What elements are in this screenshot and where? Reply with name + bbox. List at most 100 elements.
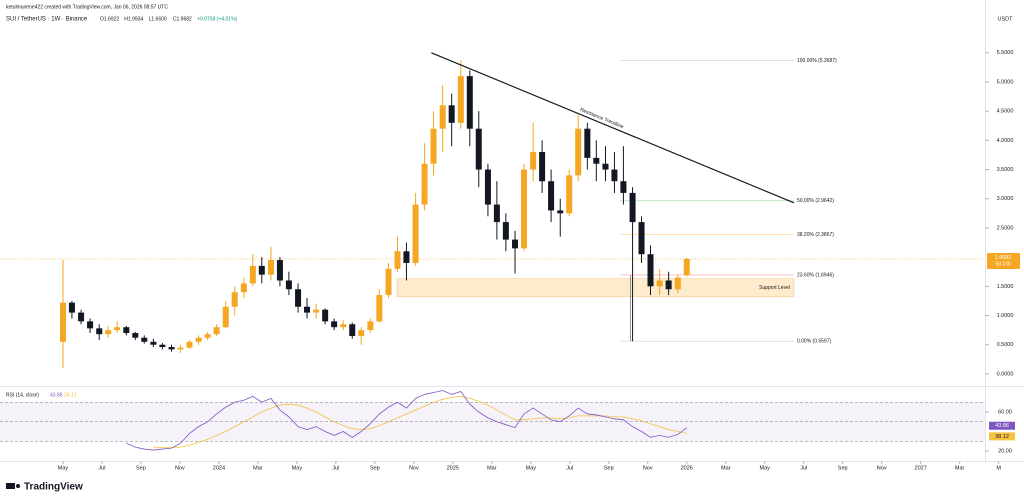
candle-body — [593, 157, 600, 164]
credit: ketulmunene422 created with TradingView.… — [6, 4, 168, 10]
x-tick-label: Nov — [175, 465, 185, 471]
candle-body — [566, 175, 573, 214]
candle-body — [222, 306, 229, 328]
y-tick-label: 4.0000 — [997, 138, 1014, 144]
rsi-tag — [989, 421, 1015, 430]
candle-body — [322, 309, 329, 322]
candle-body — [295, 289, 302, 307]
candle-body — [656, 280, 663, 287]
x-tick-label: Mar — [253, 465, 263, 471]
candle-body — [285, 280, 292, 290]
rsi-ma-line — [153, 395, 687, 449]
candle-body — [403, 251, 410, 263]
resistance-label: Resistance Trendline — [579, 107, 625, 130]
y-tick-label: 0.0000 — [997, 371, 1014, 377]
logo-text: TradingView — [24, 482, 83, 493]
candle-body — [484, 169, 491, 205]
candle-body — [412, 204, 419, 263]
price-pane: Support Level 100.00% (5.3687) 50.00% (2.9… — [0, 52, 985, 369]
candle-body — [602, 163, 609, 170]
candle-body — [213, 327, 220, 335]
rsi-legend-value: 43.86 — [50, 392, 63, 398]
x-tick-label: Mar — [721, 465, 731, 471]
fib-label: 100.00% (5.3687) — [797, 58, 837, 64]
candle-body — [258, 265, 265, 275]
candle-body — [548, 181, 555, 211]
candle-body — [629, 192, 636, 223]
rsi-pane — [0, 390, 985, 451]
ohlc-value: O1.6922 — [100, 16, 119, 22]
candle-body — [584, 128, 591, 158]
candle-body — [177, 347, 184, 350]
candle-body — [59, 302, 66, 342]
y-tick-label: 2.5000 — [997, 225, 1014, 231]
candle-body — [575, 128, 582, 176]
price-tag-countdown: 5d 10h — [995, 261, 1011, 267]
candle-body — [349, 324, 356, 336]
candle-body — [611, 169, 618, 182]
candle-body — [249, 265, 256, 284]
candle-body — [530, 152, 537, 170]
ohlc-value: C1.9682 — [173, 16, 192, 22]
support-zone — [396, 278, 795, 298]
fib-label: 0.00% (0.5597) — [797, 339, 832, 345]
candle-body — [204, 334, 211, 338]
candle-body — [430, 128, 437, 164]
x-tick-label: Jul — [800, 465, 807, 471]
rsi-y-tick-label: 60.00 — [998, 409, 1012, 415]
candle-body — [304, 306, 311, 313]
x-tick-label: Sep — [136, 465, 146, 471]
candle-body — [647, 254, 654, 287]
rsi-legend-ma: 38.12 — [64, 392, 77, 398]
resistance-line — [431, 52, 795, 204]
candle-body — [331, 321, 338, 328]
x-tick-label: Nov — [409, 465, 419, 471]
x-tick-label: Jul — [566, 465, 573, 471]
candle-body — [150, 341, 157, 345]
x-tick-label: Mar — [487, 465, 497, 471]
logo-icon — [6, 483, 15, 489]
x-tick-label: Jul — [98, 465, 105, 471]
candle-body — [394, 251, 401, 269]
candle-body — [620, 181, 627, 193]
rsi-tag — [989, 432, 1015, 441]
candle-body — [105, 330, 112, 335]
y-tick-label: 5.0000 — [997, 79, 1014, 85]
candle-body — [132, 333, 139, 338]
x-tick-label: Mar — [955, 465, 965, 471]
x-tick-label: M — [996, 465, 1001, 471]
candle-body — [493, 204, 500, 223]
x-tick-label: Jul — [332, 465, 339, 471]
price-tag — [987, 252, 1020, 269]
candle-body — [276, 260, 283, 281]
candle-body — [457, 76, 464, 123]
candle-body — [512, 239, 519, 249]
ohlc-value: H1.9934 — [124, 16, 143, 22]
x-tick-label: 2025 — [447, 465, 459, 471]
candle-body — [367, 321, 374, 331]
symbol-title: SUI / TetherUS · 1W · Binance — [6, 17, 88, 23]
candle-body — [231, 292, 238, 307]
candle-body — [475, 128, 482, 170]
candle-body — [520, 169, 527, 249]
candle-body — [195, 337, 202, 342]
candle-body — [439, 105, 446, 129]
rsi-tag-value: 43.86 — [995, 423, 1009, 429]
candle-body — [539, 152, 546, 182]
candle-body — [358, 330, 365, 336]
candle-body — [683, 258, 690, 276]
candle-body — [502, 222, 509, 240]
candle-body — [141, 337, 148, 342]
y-tick-label: 5.5000 — [997, 50, 1014, 56]
candle-body — [240, 283, 247, 293]
candle-body — [376, 295, 383, 322]
x-tick-label: 2024 — [213, 465, 225, 471]
x-tick-label: May — [58, 465, 69, 471]
fib-label: 23.60% (1.6946) — [797, 272, 834, 278]
x-tick-label: 2026 — [681, 465, 693, 471]
candle-body — [186, 341, 193, 348]
candle-body — [168, 347, 175, 350]
y-tick-label: 4.5000 — [997, 109, 1014, 115]
y-tick-label: 1.0000 — [997, 313, 1014, 319]
